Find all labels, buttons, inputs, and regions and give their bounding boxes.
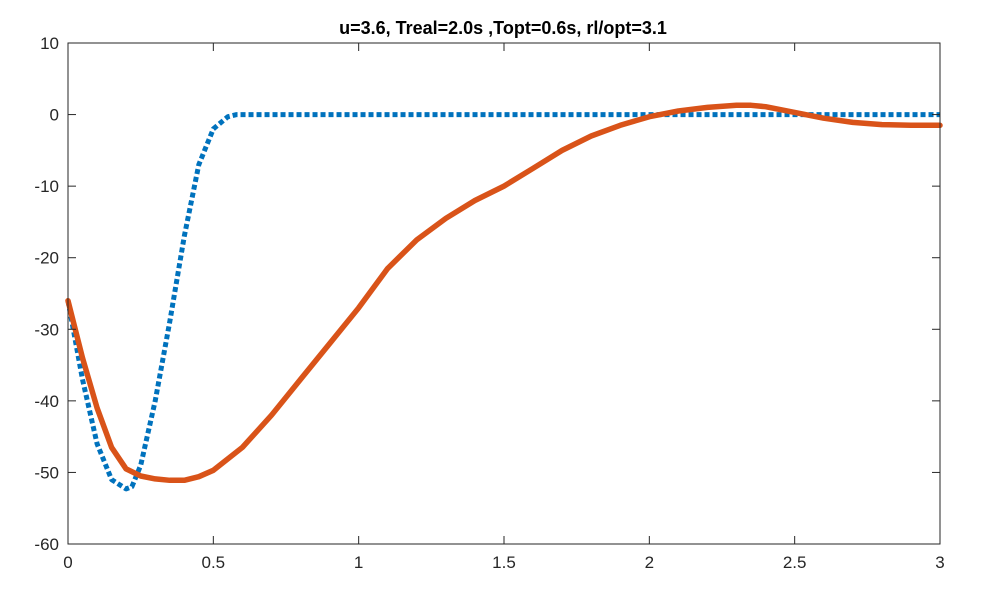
y-tick-label: -10 [34,177,59,196]
y-tick-label: -50 [34,463,59,482]
x-tick-label: 2 [645,553,654,572]
y-tick-label: 10 [40,34,59,53]
series-line-dotted-blue [65,112,940,492]
tick-layer: 0 0.5 1 1.5 2 2.5 3 10 0 -10 -20 -30 -40 -50 -60 [34,34,944,572]
x-tick-label: 2.5 [783,553,807,572]
series-layer [65,102,943,492]
y-tick-label: -30 [34,320,59,339]
y-tick-label: -40 [34,392,59,411]
chart-title: u=3.6, Treal=2.0s ,Topt=0.6s, rl/opt=3.1 [339,18,667,38]
x-tick-label: 0 [63,553,72,572]
x-tick-label: 1.5 [492,553,516,572]
x-tick-label: 1 [354,553,363,572]
y-tick-label: 0 [50,106,59,125]
x-tick-label: 3 [935,553,944,572]
y-tick-label: -20 [34,249,59,268]
series-line-solid-orange [65,102,943,484]
x-tick-label: 0.5 [202,553,226,572]
plot-area [68,43,940,544]
y-tick-label: -60 [34,535,59,554]
